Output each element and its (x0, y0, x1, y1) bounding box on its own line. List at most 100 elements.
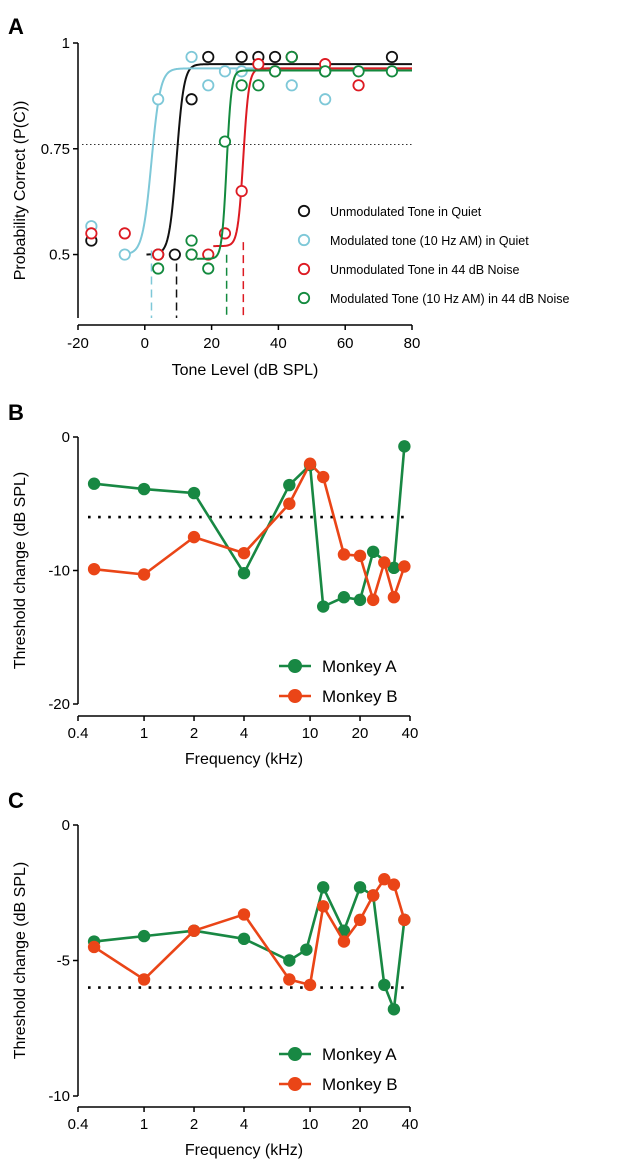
data-point (378, 978, 391, 992)
y-tick-label: 0.5 (49, 247, 70, 264)
fit-curve (121, 67, 412, 256)
data-point (353, 593, 367, 607)
data-point (387, 561, 401, 575)
data-point (168, 248, 181, 261)
fit-curve (213, 67, 412, 248)
data-point (202, 262, 215, 275)
legend-entry: Modulated Tone (10 Hz AM) in 44 dB Noise (330, 292, 570, 306)
data-point (87, 562, 101, 576)
legend-marker (297, 233, 311, 247)
legend-marker (297, 291, 311, 305)
data-point (378, 873, 391, 886)
data-point (235, 79, 248, 92)
y-tick-label: 1 (62, 35, 70, 52)
data-point (283, 497, 296, 510)
data-point (353, 913, 367, 927)
x-tick-label: 80 (404, 335, 421, 352)
data-point (137, 568, 151, 581)
data-point (187, 530, 201, 544)
x-tick-label: 10 (302, 725, 319, 742)
data-point (237, 932, 251, 946)
panel-label-a: A (8, 14, 24, 39)
x-tick-label: 2 (190, 725, 198, 742)
data-point (385, 50, 399, 64)
data-point (152, 248, 165, 261)
data-point (137, 973, 151, 986)
x-tick-label: 0 (141, 335, 149, 352)
x-tick-label: 40 (270, 335, 287, 352)
data-point (152, 262, 165, 275)
legend-marker (297, 204, 311, 218)
data-point (283, 973, 296, 986)
data-point (185, 50, 198, 64)
data-point (87, 477, 101, 490)
y-tick-label: 0 (62, 429, 70, 446)
legend-entry: Monkey B (322, 1075, 398, 1094)
x-tick-label: 10 (302, 1116, 319, 1133)
data-point (303, 978, 317, 992)
data-point (398, 440, 411, 453)
legend-entry: Modulated tone (10 Hz AM) in Quiet (330, 234, 529, 248)
legend-entry: Monkey A (322, 1045, 397, 1064)
data-point (235, 50, 248, 64)
legend-marker (288, 689, 302, 703)
data-point (317, 470, 330, 484)
x-tick-label: 4 (240, 1116, 248, 1133)
data-point (387, 1003, 401, 1016)
data-point (366, 593, 380, 607)
data-point (237, 566, 251, 580)
legend: Unmodulated Tone in Quiet Modulated tone … (297, 204, 570, 306)
x-tick-label: 20 (352, 725, 369, 742)
legend-entry: Unmodulated Tone in Quiet (330, 205, 482, 219)
data-point (185, 248, 198, 261)
panel-label-c: C (8, 788, 24, 813)
data-point (283, 954, 296, 967)
x-tick-label: -20 (67, 335, 89, 352)
panel-a: A 0.5 0.75 1 -20 0 20 40 60 80 Tone Level (dB SPL)… (8, 14, 570, 379)
legend-entry: Unmodulated Tone in 44 dB Noise (330, 263, 520, 277)
series-1 (87, 457, 411, 607)
series-line (93, 886, 406, 1011)
data-point (385, 65, 399, 78)
x-tick-label: 0.4 (68, 725, 89, 742)
data-point (337, 548, 351, 561)
data-point (283, 478, 296, 492)
x-tick-label: 40 (402, 1116, 419, 1133)
data-point (235, 184, 248, 198)
data-point (218, 135, 232, 148)
data-point (187, 924, 201, 937)
fit-curve (196, 69, 412, 260)
data-point (268, 50, 282, 64)
series-0 (87, 440, 411, 613)
data-point (317, 881, 330, 894)
data-point (268, 65, 282, 78)
series-0 (87, 881, 411, 1016)
data-point (202, 79, 215, 92)
data-point (378, 556, 391, 569)
data-point (87, 940, 101, 954)
data-point (337, 935, 351, 948)
data-point (352, 65, 365, 78)
data-point (319, 93, 332, 106)
data-point (185, 234, 198, 247)
x-tick-label: 60 (337, 335, 354, 352)
data-point (398, 913, 411, 927)
data-point (366, 545, 380, 559)
x-tick-label: 40 (402, 725, 419, 742)
data-point (137, 482, 151, 496)
data-point (353, 549, 367, 563)
data-point (337, 591, 351, 604)
data-point (252, 79, 265, 92)
series-line (93, 446, 406, 608)
data-point (152, 93, 165, 106)
y-tick-label: 0.75 (41, 141, 70, 158)
x-tick-label: 2 (190, 1116, 198, 1133)
legend-marker (288, 1047, 302, 1061)
series-3 (152, 50, 412, 318)
y-tick-label: -10 (48, 563, 70, 580)
fit-curve (146, 63, 412, 256)
data-point (218, 65, 232, 78)
data-point (387, 591, 401, 604)
legend-marker (288, 1077, 302, 1091)
